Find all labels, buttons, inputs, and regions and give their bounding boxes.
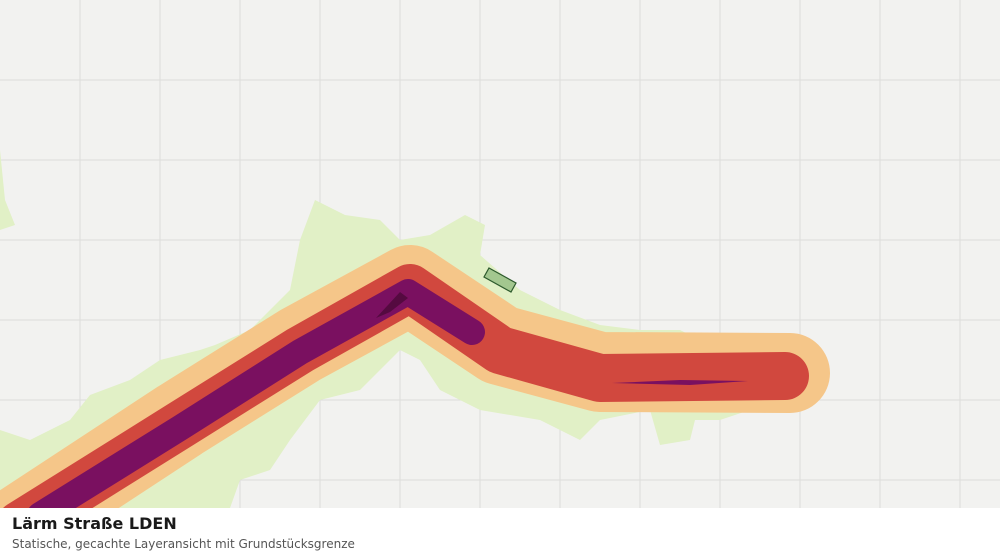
- layer-title: Lärm Straße LDEN: [12, 514, 177, 533]
- noise-zone-very-high: [612, 380, 748, 385]
- noise-zone-very-high: [29, 279, 485, 508]
- noise-zone-low: [0, 150, 15, 230]
- info-bar: Lärm Straße LDEN Statische, gecachte Lay…: [0, 508, 1000, 560]
- parcel-boundary: [483, 267, 517, 293]
- noise-zone-extreme: [376, 292, 408, 318]
- layer-subtitle: Statische, gecachte Layeransicht mit Gru…: [12, 537, 355, 551]
- map: [0, 0, 1000, 508]
